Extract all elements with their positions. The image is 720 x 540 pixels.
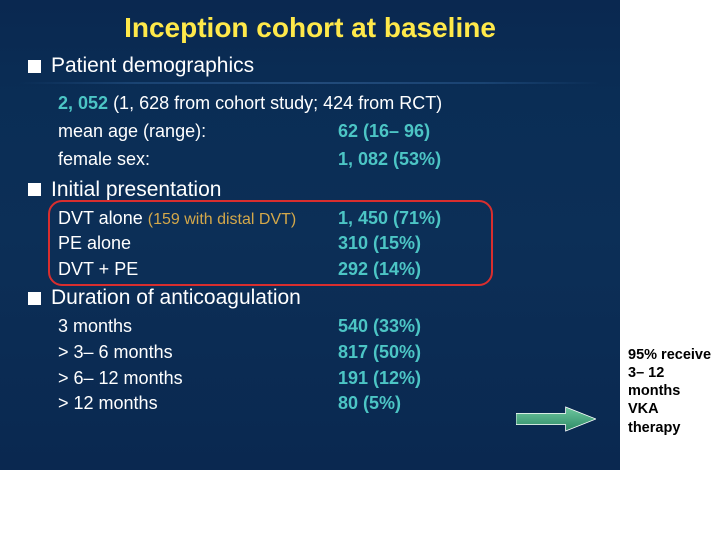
total-detail: (1, 628 from cohort study; 424 from RCT) [113, 93, 442, 113]
bullet-icon [28, 60, 41, 73]
table-row: > 3– 6 months 817 (50%) [58, 340, 592, 366]
demographics-total: 2, 052 (1, 628 from cohort study; 424 fr… [58, 90, 592, 118]
row-value: 1, 082 (53%) [338, 146, 441, 174]
row-label: DVT + PE [58, 257, 338, 283]
section-title-presentation: Initial presentation [51, 178, 221, 202]
bullet-icon [28, 292, 41, 305]
divider [20, 82, 600, 84]
section-head: Initial presentation [28, 178, 592, 202]
duration-rows: 3 months 540 (33%) > 3– 6 months 817 (50… [28, 314, 592, 416]
section-duration: Duration of anticoagulation 3 months 540… [28, 286, 592, 416]
row-value: 292 (14%) [338, 257, 421, 283]
total-n: 2, 052 [58, 93, 108, 113]
table-row: mean age (range): 62 (16– 96) [58, 118, 592, 146]
table-row: > 12 months 80 (5%) [58, 391, 592, 417]
row-label: female sex: [58, 146, 338, 174]
section-head: Patient demographics [28, 54, 592, 78]
row-value: 191 (12%) [338, 366, 421, 392]
table-row: PE alone 310 (15%) [58, 231, 592, 257]
slide-container: Inception cohort at baseline Patient dem… [0, 0, 620, 470]
sidebar-note: 95% receive 3– 12 months VKA therapy [628, 346, 714, 437]
row-label: mean age (range): [58, 118, 338, 146]
row-label: 3 months [58, 314, 338, 340]
table-row: DVT alone (159 with distal DVT) 1, 450 (… [58, 206, 592, 232]
row-value: 80 (5%) [338, 391, 401, 417]
demographics-rows: 2, 052 (1, 628 from cohort study; 424 fr… [28, 90, 592, 174]
row-label: > 6– 12 months [58, 366, 338, 392]
row-value: 310 (15%) [338, 231, 421, 257]
section-title-duration: Duration of anticoagulation [51, 286, 301, 310]
row-value: 817 (50%) [338, 340, 421, 366]
table-row: 3 months 540 (33%) [58, 314, 592, 340]
section-head: Duration of anticoagulation [28, 286, 592, 310]
row-label-text: DVT alone [58, 208, 143, 228]
row-value: 1, 450 (71%) [338, 206, 441, 232]
row-label: > 3– 6 months [58, 340, 338, 366]
section-demographics: Patient demographics 2, 052 (1, 628 from… [28, 54, 592, 174]
slide-title: Inception cohort at baseline [28, 12, 592, 44]
row-label: PE alone [58, 231, 338, 257]
row-label: > 12 months [58, 391, 338, 417]
table-row: > 6– 12 months 191 (12%) [58, 366, 592, 392]
presentation-rows: DVT alone (159 with distal DVT) 1, 450 (… [28, 206, 592, 283]
row-label: DVT alone (159 with distal DVT) [58, 206, 338, 232]
table-row: female sex: 1, 082 (53%) [58, 146, 592, 174]
section-title-demographics: Patient demographics [51, 54, 254, 78]
arrow-icon [516, 406, 596, 432]
table-row: DVT + PE 292 (14%) [58, 257, 592, 283]
section-presentation: Initial presentation DVT alone (159 with… [28, 178, 592, 283]
row-value: 62 (16– 96) [338, 118, 430, 146]
bullet-icon [28, 183, 41, 196]
row-sublabel: (159 with distal DVT) [148, 211, 297, 228]
row-value: 540 (33%) [338, 314, 421, 340]
